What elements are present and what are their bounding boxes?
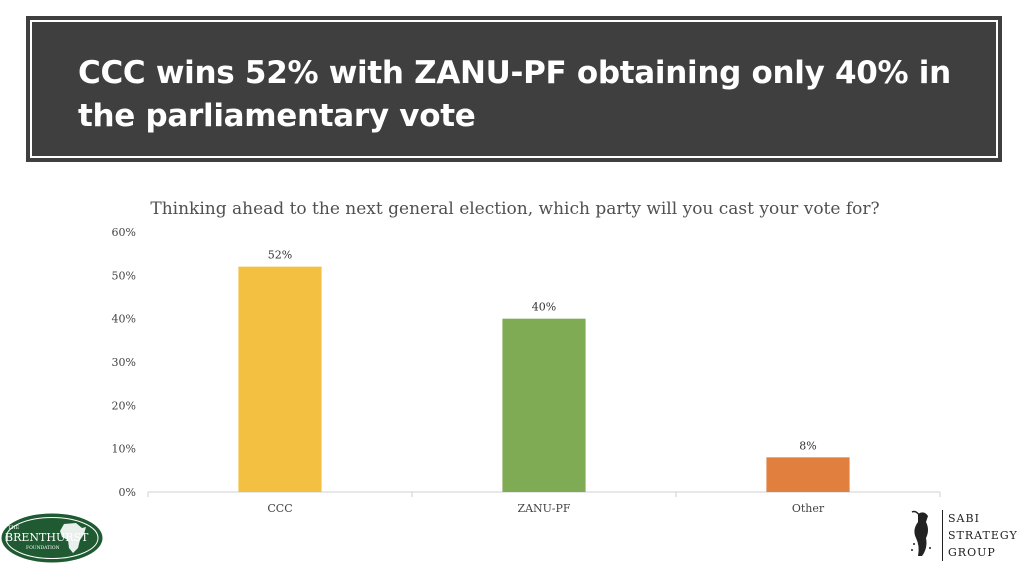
sabi-strategy-group-logo: SABI STRATEGY GROUP [906, 508, 1018, 566]
y-tick-label: 0% [119, 486, 136, 499]
sabi-line-2: STRATEGY [948, 529, 1018, 542]
bar-other [766, 457, 850, 492]
svg-text:FOUNDATION: FOUNDATION [26, 545, 60, 551]
sabi-line-1: SABI [948, 512, 980, 525]
africa-icon [60, 523, 86, 553]
y-tick-label: 60% [112, 226, 136, 239]
data-label: 52% [268, 249, 292, 262]
svg-text:THE: THE [8, 525, 20, 531]
y-tick-label: 20% [112, 399, 136, 412]
bar-zanu-pf [502, 318, 586, 492]
sabi-wordmark: SABI STRATEGY GROUP [942, 510, 1018, 561]
data-label: 8% [799, 439, 816, 452]
y-tick-label: 50% [112, 269, 136, 282]
brenthurst-foundation-logo: THE BRENTHURST FOUNDATION [1, 513, 103, 563]
title-banner: CCC wins 52% with ZANU-PF obtaining only… [26, 16, 1002, 162]
x-tick-label: Other [792, 502, 825, 515]
y-tick-label: 30% [112, 356, 136, 369]
y-tick-label: 40% [112, 313, 136, 326]
sabi-line-3: GROUP [948, 546, 996, 559]
chart-title: Thinking ahead to the next general elect… [150, 199, 880, 219]
x-tick-label: CCC [267, 502, 292, 515]
slide-title: CCC wins 52% with ZANU-PF obtaining only… [78, 55, 951, 134]
data-label: 40% [532, 301, 556, 314]
svg-text:BRENTHURST: BRENTHURST [5, 531, 89, 544]
x-tick-label: ZANU-PF [517, 502, 570, 515]
sable-antelope-icon [911, 510, 931, 556]
y-tick-label: 10% [112, 443, 136, 456]
bar-ccc [238, 266, 322, 492]
